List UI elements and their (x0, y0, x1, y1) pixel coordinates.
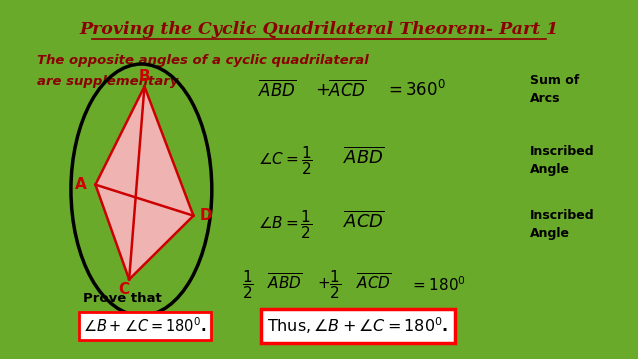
Text: Proving the Cyclic Quadrilateral Theorem- Part 1: Proving the Cyclic Quadrilateral Theorem… (79, 21, 559, 38)
Text: D: D (200, 208, 212, 223)
Text: $\angle C = \dfrac{1}{2}$: $\angle C = \dfrac{1}{2}$ (258, 144, 313, 177)
Text: $\mathrm{Thus,}\angle B + \angle C = 180^{0}$.: $\mathrm{Thus,}\angle B + \angle C = 180… (267, 316, 449, 336)
Text: are supplementary.: are supplementary. (37, 75, 182, 88)
Text: $+$: $+$ (315, 81, 330, 99)
Text: $\overline{ABD}$: $\overline{ABD}$ (267, 273, 302, 293)
Text: C: C (119, 281, 130, 297)
Text: $\angle B + \angle C = 180^{0}$.: $\angle B + \angle C = 180^{0}$. (83, 317, 207, 335)
Text: $\overline{ACD}$: $\overline{ACD}$ (356, 273, 391, 293)
Text: A: A (75, 177, 87, 192)
Text: B: B (138, 69, 151, 84)
Text: $\overline{ACD}$: $\overline{ACD}$ (328, 79, 367, 101)
Text: The opposite angles of a cyclic quadrilateral: The opposite angles of a cyclic quadrila… (37, 54, 369, 67)
Text: Inscribed
Angle: Inscribed Angle (530, 145, 595, 176)
Text: $\angle B = \dfrac{1}{2}$: $\angle B = \dfrac{1}{2}$ (258, 208, 313, 241)
Text: $\overline{ACD}$: $\overline{ACD}$ (343, 210, 385, 231)
Text: Prove that: Prove that (83, 292, 162, 305)
Text: Sum of
Arcs: Sum of Arcs (530, 74, 579, 106)
Text: Inscribed
Angle: Inscribed Angle (530, 209, 595, 240)
Text: $\overline{ABD}$: $\overline{ABD}$ (343, 147, 385, 168)
Text: $\dfrac{1}{2}$: $\dfrac{1}{2}$ (242, 268, 254, 301)
Text: $= 180^{0}$: $= 180^{0}$ (410, 275, 466, 294)
Polygon shape (96, 87, 193, 279)
Text: $\overline{ABD}$: $\overline{ABD}$ (258, 79, 296, 101)
Text: $+\dfrac{1}{2}$: $+\dfrac{1}{2}$ (317, 268, 341, 301)
Text: $= 360^{0}$: $= 360^{0}$ (385, 80, 445, 100)
